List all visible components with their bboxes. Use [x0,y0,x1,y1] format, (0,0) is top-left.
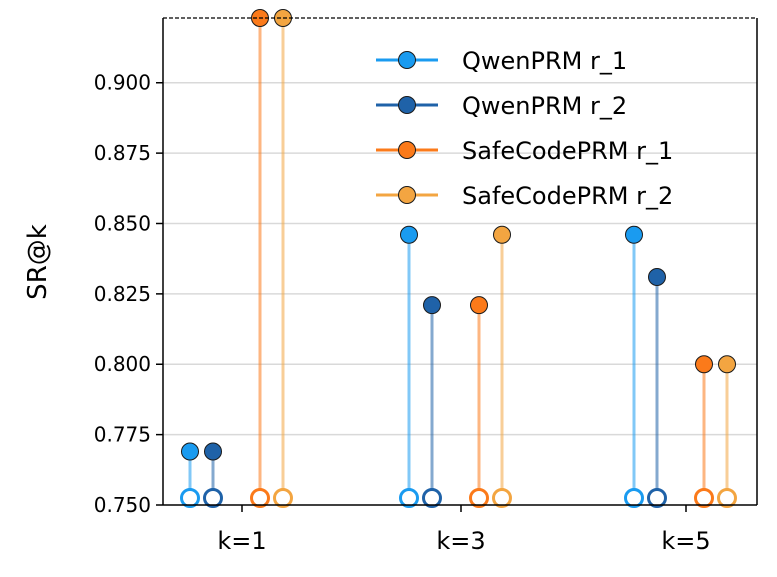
lollipop-head-marker [625,225,643,244]
y-tick-label: 0.900 [94,71,151,95]
lollipop-base-marker [469,488,489,508]
legend-marker [398,141,416,159]
lollipop-base-marker [399,488,419,508]
legend-marker [398,186,416,204]
lollipop-head-marker [204,442,222,461]
grid-layer [163,81,757,436]
frame-layer [162,17,758,506]
lollipop-base-marker [203,488,223,508]
legend-label: QwenPRM r_2 [462,92,627,120]
y-tick-label: 0.750 [94,493,151,517]
x-tick-label: k=5 [661,527,710,555]
y-tick-label: 0.775 [94,423,151,447]
y-tick-label: 0.875 [94,141,151,165]
legend-marker [398,96,416,114]
legend-label: SafeCodePRM r_1 [462,137,673,165]
lollipop-head-marker [695,355,713,374]
lollipop-base-marker [422,488,442,508]
y-tick-label: 0.850 [94,211,151,235]
lollipop-head-marker [470,296,488,315]
stem-layer [188,18,729,498]
x-tick-label: k=1 [217,527,266,555]
lollipop-base-marker [492,488,512,508]
legend: QwenPRM r_1 QwenPRM r_2 SafeCodePRM r_1 Saf… [376,47,673,210]
lollipop-head-marker [423,296,441,315]
x-tick-label: k=3 [436,527,485,555]
lollipop-head-marker [493,225,511,244]
lollipop-base-marker [694,488,714,508]
y-tick-label: 0.825 [94,282,151,306]
lollipop-base-marker [180,488,200,508]
lollipop-base-marker [250,488,270,508]
lollipop-base-marker [273,488,293,508]
y-axis-label: SR@k [23,224,53,300]
legend-label: QwenPRM r_1 [462,47,627,75]
y-tick-label: 0.800 [94,352,151,376]
lollipop-base-marker [647,488,667,508]
lollipop-head-marker [718,355,736,374]
lollipop-head-marker [400,225,418,244]
lollipop-base-marker [624,488,644,508]
lollipop-base-marker [717,488,737,508]
lollipop-head-marker [181,442,199,461]
tick-layer: 0.750 0.775 0.800 0.825 0.850 0.875 0.900 k=1 k=… [94,71,711,555]
lollipop-head-marker [648,267,666,286]
legend-label: SafeCodePRM r_2 [462,182,673,210]
legend-marker [398,51,416,69]
